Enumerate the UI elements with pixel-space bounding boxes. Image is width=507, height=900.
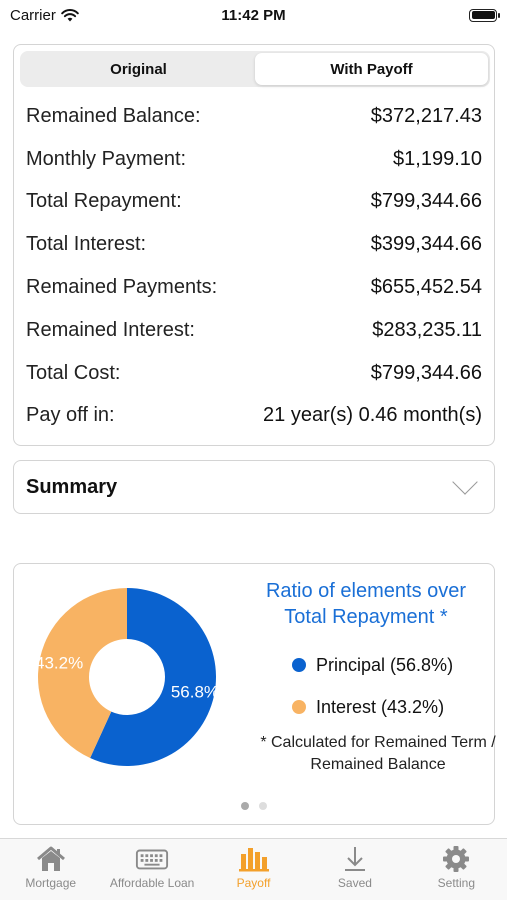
result-row-remained-balance: Remained Balance: $372,217.43 [26, 95, 482, 138]
result-value: $372,217.43 [370, 104, 482, 127]
tab-setting[interactable]: Setting [406, 839, 507, 900]
page-indicator[interactable] [14, 802, 494, 810]
tab-label: Saved [337, 876, 372, 890]
status-bar: Carrier 11:42 PM [0, 0, 507, 30]
result-value: $655,452.54 [370, 276, 482, 299]
status-left: Carrier [10, 7, 79, 24]
legend-label-interest: Interest (43.2%) [316, 696, 445, 717]
bar-chart-icon [237, 845, 271, 873]
page-dot-1[interactable] [241, 802, 249, 810]
result-row-total-interest: Total Interest: $399,344.66 [26, 223, 482, 266]
result-value: $399,344.66 [370, 233, 482, 256]
tab-label: Setting [437, 876, 475, 890]
result-label: Total Interest: [26, 233, 147, 256]
legend-dot-interest [292, 700, 306, 714]
battery-icon [469, 8, 500, 22]
result-value: 21 year(s) 0.46 month(s) [263, 404, 482, 427]
results-card: Original With Payoff Remained Balance: $… [13, 44, 495, 446]
donut-chart: 56.8% 43.2% [36, 588, 218, 766]
result-row-monthly-payment: Monthly Payment: $1,199.10 [26, 138, 482, 181]
tab-payoff[interactable]: Payoff [203, 839, 304, 900]
tab-affordable-loan[interactable]: Affordable Loan [101, 839, 202, 900]
chevron-down-icon [452, 469, 478, 495]
tab-label: Affordable Loan [109, 876, 195, 890]
legend-item-principal: Principal (56.8%) [292, 644, 453, 686]
result-label: Remained Payments: [26, 276, 218, 299]
result-label: Monthly Payment: [26, 147, 187, 170]
result-row-remained-interest: Remained Interest: $283,235.11 [26, 309, 482, 352]
legend-item-interest: Interest (43.2%) [292, 686, 453, 728]
segment-original[interactable]: Original [110, 60, 167, 78]
result-label: Total Cost: [26, 361, 121, 384]
summary-disclosure[interactable]: Summary [13, 460, 495, 514]
result-row-total-repayment: Total Repayment: $799,344.66 [26, 181, 482, 224]
gear-icon [439, 845, 473, 873]
download-arrow-icon [338, 845, 372, 873]
tab-label: Payoff [236, 876, 271, 890]
result-value: $799,344.66 [370, 190, 482, 213]
chart-footnote: * Calculated for Remained Term / Remaine… [260, 734, 496, 773]
slice-label-principal: 56.8% [171, 683, 218, 702]
pie-slice-principal [90, 588, 216, 766]
carrier-label: Carrier [10, 6, 56, 24]
result-row-remained-payments: Remained Payments: $655,452.54 [26, 266, 482, 309]
result-value: $283,235.11 [372, 318, 482, 341]
summary-title: Summary [26, 475, 118, 498]
wifi-icon [61, 8, 79, 21]
result-label: Total Repayment: [26, 190, 182, 213]
result-row-pay-off-in: Pay off in: 21 year(s) 0.46 month(s) [26, 395, 482, 438]
chart-title: Ratio of elements over Total Repayment * [265, 580, 467, 628]
chart-card[interactable]: 56.8% 43.2% Ratio of elements over Total … [13, 563, 496, 825]
results-list: Remained Balance: $372,217.43 Monthly Pa… [26, 95, 482, 437]
tab-label: Mortgage [25, 876, 77, 890]
result-label: Pay off in: [26, 404, 115, 427]
segment-with-payoff[interactable]: With Payoff [255, 53, 488, 85]
slice-label-interest: 43.2% [36, 653, 83, 672]
keyboard-icon [135, 845, 169, 873]
segmented-control: Original With Payoff [20, 51, 490, 87]
result-value: $799,344.66 [370, 361, 482, 384]
tab-saved[interactable]: Saved [304, 839, 405, 900]
tab-mortgage[interactable]: Mortgage [0, 839, 101, 900]
house-icon [34, 845, 68, 873]
result-row-total-cost: Total Cost: $799,344.66 [26, 352, 482, 395]
pie-slice-interest [37, 588, 127, 758]
chart-legend: Principal (56.8%) Interest (43.2%) [292, 644, 453, 728]
page-dot-2[interactable] [259, 802, 267, 810]
result-value: $1,199.10 [393, 147, 482, 170]
tab-bar: Mortgage Affordable Loan Payoff [0, 838, 507, 900]
legend-dot-principal [292, 658, 306, 672]
legend-label-principal: Principal (56.8%) [316, 654, 454, 675]
result-label: Remained Balance: [26, 104, 201, 127]
result-label: Remained Interest: [26, 318, 195, 341]
